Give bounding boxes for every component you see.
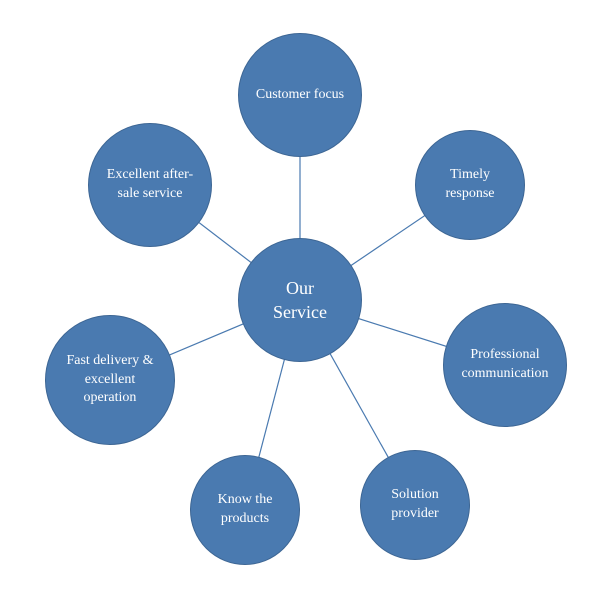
outer-node-3-label: Solutionprovider	[391, 486, 438, 524]
outer-node-4-label: Know theproducts	[218, 491, 273, 529]
outer-node-0-label: Customer focus	[256, 86, 344, 105]
outer-node-5-label: Fast delivery &excellentoperation	[66, 352, 153, 409]
outer-node-0: Customer focus	[238, 33, 362, 157]
service-radial-diagram: Customer focus Timelyresponse Professional…	[0, 0, 600, 600]
outer-node-1-label: Timelyresponse	[446, 166, 495, 204]
center-node-label: OurService	[273, 276, 327, 325]
outer-node-6: Excellent after-sale service	[88, 123, 212, 247]
outer-node-5: Fast delivery &excellentoperation	[45, 315, 175, 445]
outer-node-3: Solutionprovider	[360, 450, 470, 560]
outer-node-2: Professionalcommunication	[443, 303, 567, 427]
outer-node-4: Know theproducts	[190, 455, 300, 565]
outer-node-6-label: Excellent after-sale service	[107, 166, 193, 204]
center-node: OurService	[238, 238, 362, 362]
outer-node-2-label: Professionalcommunication	[461, 346, 548, 384]
outer-node-1: Timelyresponse	[415, 130, 525, 240]
